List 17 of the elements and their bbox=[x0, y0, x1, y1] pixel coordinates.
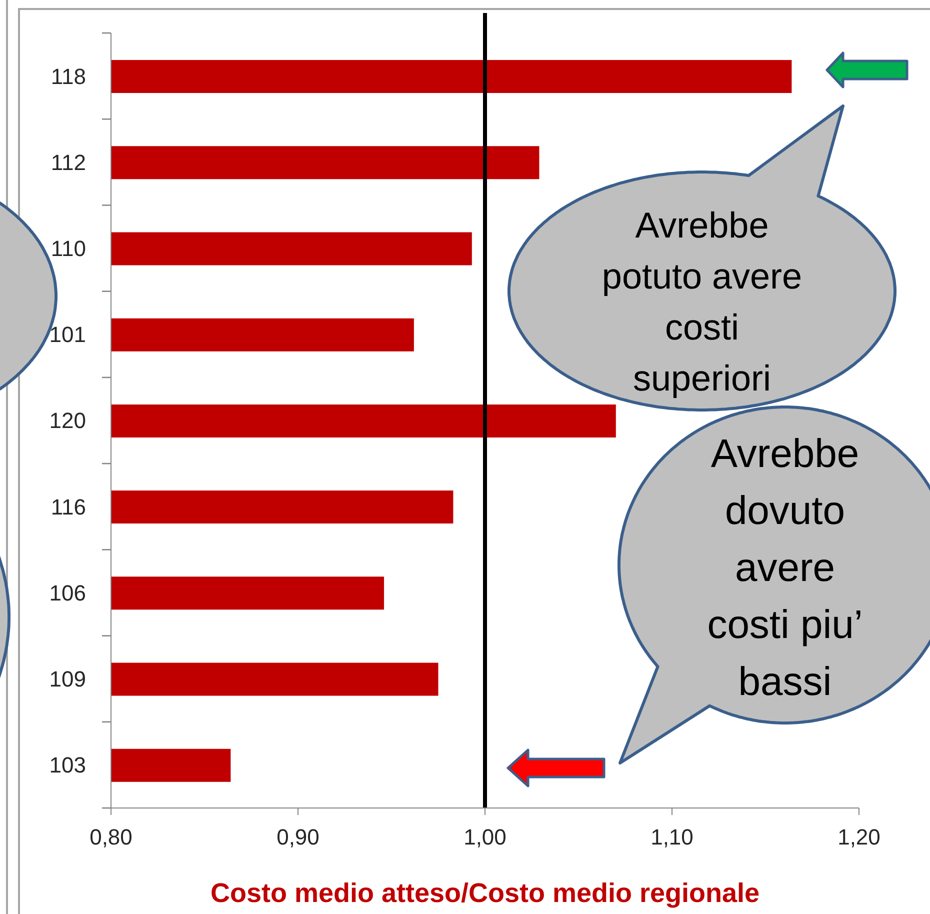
x-tick-label: 1,00 bbox=[464, 824, 506, 850]
y-tick-label: 110 bbox=[50, 236, 86, 261]
y-tick-label: 116 bbox=[50, 494, 86, 520]
y-tick-label: 118 bbox=[50, 64, 86, 89]
y-tick-label: 109 bbox=[49, 666, 86, 692]
y-tick-label: 101 bbox=[49, 322, 86, 348]
annotation: Avrebbe dovuto avere costi piu’ bassi bbox=[707, 432, 863, 704]
x-tick-label: 0,80 bbox=[90, 824, 132, 850]
annotation: Avrebbe potuto avere costi superiori bbox=[602, 204, 802, 398]
x-axis-title: Costo medio atteso/Costo medio regionale bbox=[210, 878, 760, 908]
y-tick-label: 106 bbox=[49, 580, 86, 606]
x-tick-label: 1,20 bbox=[838, 824, 880, 850]
x-tick-label: 0,90 bbox=[276, 824, 320, 850]
y-tick-label: 103 bbox=[49, 752, 86, 778]
y-tick-label: 112 bbox=[50, 150, 86, 175]
y-tick-label: 120 bbox=[49, 408, 86, 434]
x-tick-label: 1,10 bbox=[650, 824, 694, 850]
